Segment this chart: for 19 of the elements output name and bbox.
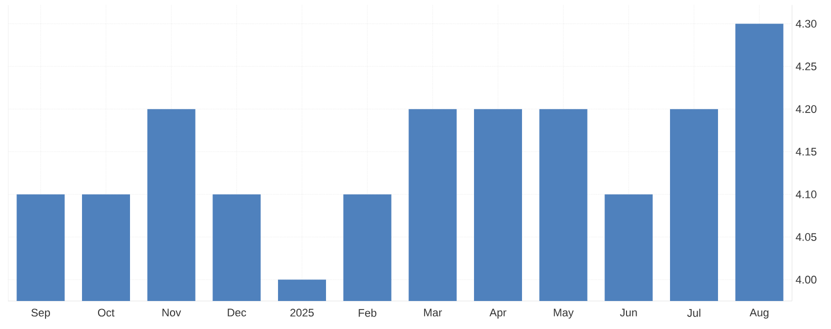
x-tick-label: Apr <box>490 308 506 319</box>
x-tick-label: Jul <box>687 308 700 317</box>
y-tick-label: 4.25 <box>796 62 816 70</box>
x-tick-label: 2025 <box>290 308 314 317</box>
y-tick-label: 4.05 <box>796 233 816 241</box>
x-tick-label: Nov <box>162 308 182 316</box>
y-tick-label: 4.20 <box>796 105 816 113</box>
x-tick-label: Mar <box>424 308 442 316</box>
y-tick-label: 4.10 <box>796 190 816 198</box>
x-tick-label: May <box>554 308 574 319</box>
x-tick-label: Sep <box>31 308 50 319</box>
y-tick-label: 4.15 <box>796 148 816 156</box>
y-tick-label: 4.30 <box>796 20 816 28</box>
x-tick-label: Jun <box>620 308 637 316</box>
x-tick-label: Dec <box>228 308 246 316</box>
x-tick-label: Oct <box>98 308 114 317</box>
x-tick-label: Aug <box>750 308 768 319</box>
x-tick-label: Feb <box>358 308 376 317</box>
y-tick-label: 4.00 <box>796 276 816 284</box>
